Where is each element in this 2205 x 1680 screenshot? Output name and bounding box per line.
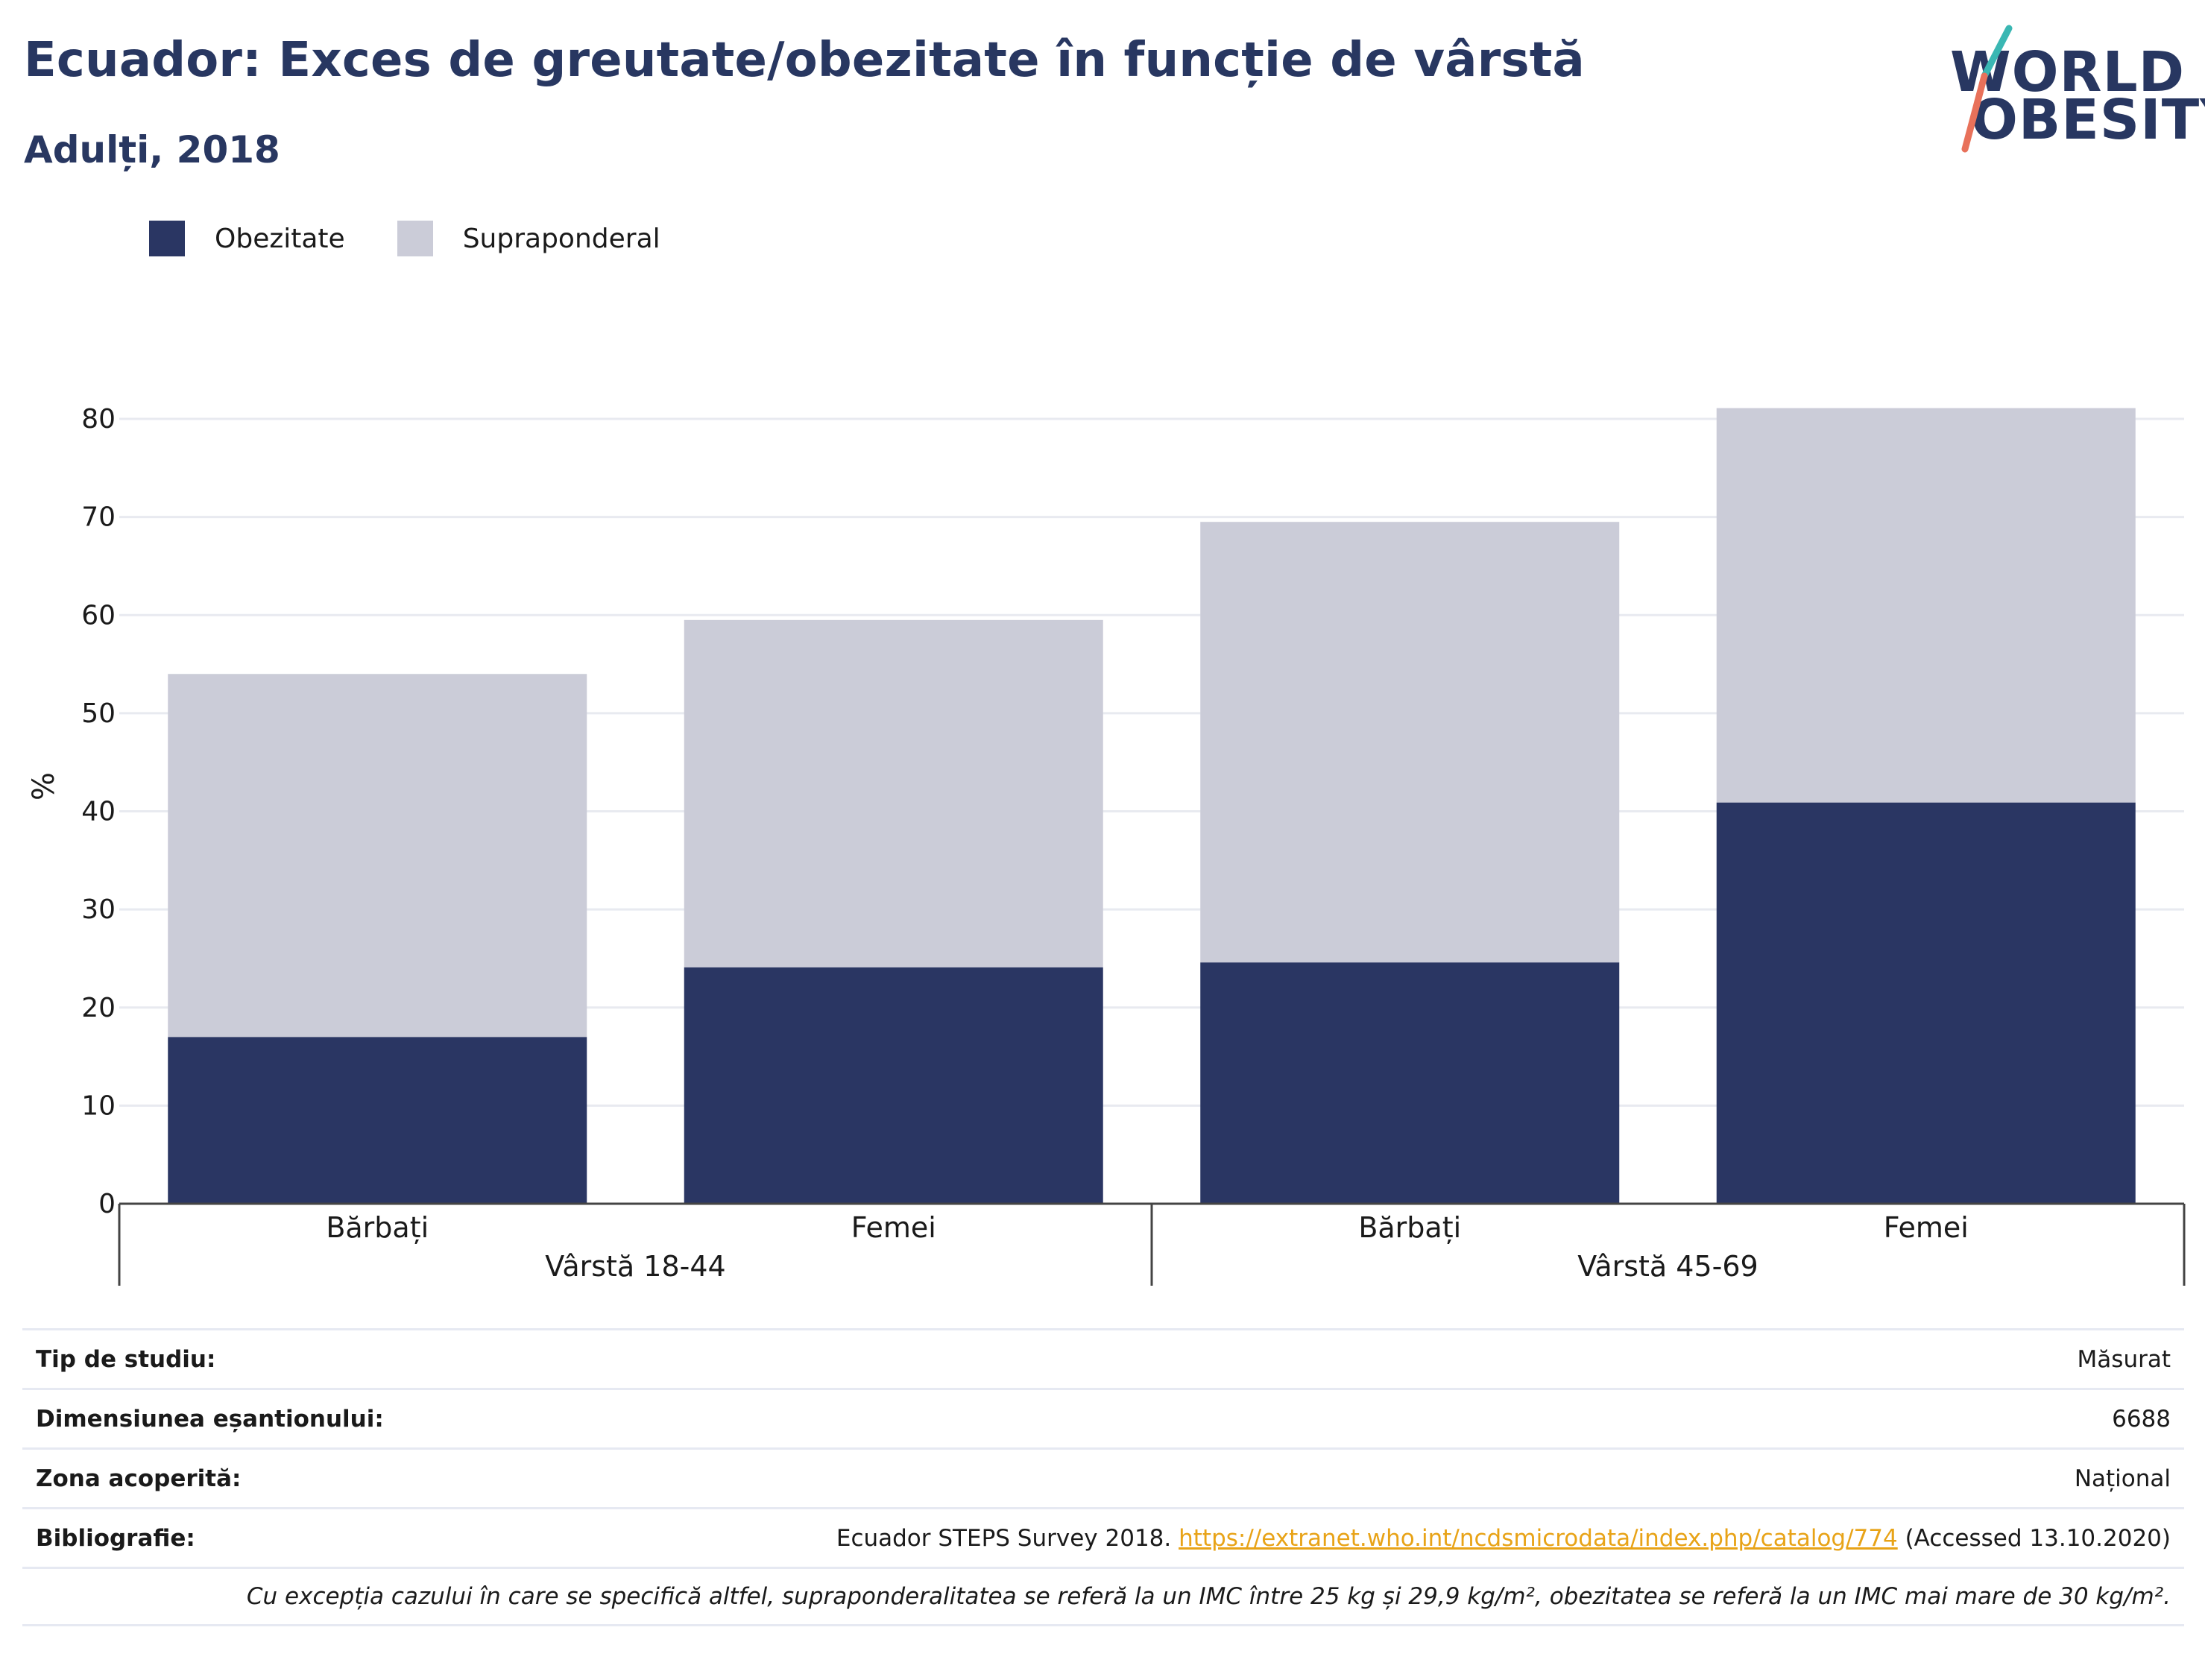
info-row-bibliography: Bibliografie: Ecuador STEPS Survey 2018.… bbox=[22, 1507, 2184, 1567]
chart-subtitle: Adulți, 2018 bbox=[24, 128, 280, 171]
bar-obesity bbox=[168, 1037, 587, 1204]
y-tick-label: 80 bbox=[81, 404, 116, 435]
info-value: 6688 bbox=[2112, 1405, 2171, 1433]
legend-swatch-overweight bbox=[397, 221, 433, 256]
x-category-label: Bărbați bbox=[1358, 1211, 1461, 1244]
y-tick-label: 0 bbox=[98, 1189, 116, 1219]
x-category-label: Femei bbox=[851, 1211, 936, 1244]
world-obesity-logo: WORLD OBESITY bbox=[1938, 22, 2205, 157]
y-tick-label: 10 bbox=[81, 1090, 116, 1121]
logo-line-2: OBESITY bbox=[1971, 88, 2205, 152]
stacked-bar-chart: 0 10 20 30 40 50 60 70 80% Bărbați Femei Bărbați Fem… bbox=[27, 404, 2186, 1286]
legend-item-overweight[interactable]: Supraponderal bbox=[397, 221, 660, 256]
bar-obesity bbox=[1716, 802, 2136, 1204]
bar-obesity bbox=[1200, 962, 1620, 1204]
x-category-label: Bărbați bbox=[326, 1211, 429, 1244]
x-group-label: Vârstă 45-69 bbox=[1577, 1250, 1758, 1283]
bibliography-link[interactable]: https://extranet.who.int/ncdsmicrodata/i… bbox=[1179, 1524, 1898, 1552]
bar-overweight bbox=[684, 619, 1103, 967]
study-info-table: Tip de studiu: Măsurat Dimensiunea eșant… bbox=[22, 1328, 2184, 1626]
info-key: Tip de studiu: bbox=[36, 1345, 216, 1373]
x-group-label: Vârstă 18-44 bbox=[545, 1250, 725, 1283]
bibliography-suffix: (Accessed 13.10.2020) bbox=[1905, 1524, 2171, 1552]
info-row-study-type: Tip de studiu: Măsurat bbox=[22, 1328, 2184, 1388]
definition-note: Cu excepția cazului în care se specifică… bbox=[246, 1583, 2171, 1610]
y-tick-label: 30 bbox=[81, 894, 116, 925]
y-tick-label: 20 bbox=[81, 993, 116, 1023]
info-key: Dimensiunea eșantionului: bbox=[36, 1405, 384, 1433]
logo-slash-icon bbox=[1961, 25, 2013, 153]
info-row-area: Zona acoperită: Național bbox=[22, 1447, 2184, 1507]
info-key: Bibliografie: bbox=[36, 1524, 195, 1552]
y-tick-label: 50 bbox=[81, 698, 116, 729]
legend-label-obesity: Obezitate bbox=[215, 223, 345, 254]
info-row-note: Cu excepția cazului în care se specifică… bbox=[22, 1567, 2184, 1626]
bar-overweight bbox=[168, 674, 587, 1038]
bibliography-prefix: Ecuador STEPS Survey 2018. bbox=[836, 1524, 1172, 1552]
bar-obesity bbox=[684, 967, 1103, 1204]
legend-item-obesity[interactable]: Obezitate bbox=[149, 221, 345, 256]
info-key: Zona acoperită: bbox=[36, 1465, 242, 1492]
y-axis-label: % bbox=[27, 772, 61, 800]
legend-swatch-obesity bbox=[149, 221, 185, 256]
info-value: Național bbox=[2074, 1465, 2171, 1492]
y-tick-label: 40 bbox=[81, 797, 116, 827]
x-category-label: Femei bbox=[1884, 1211, 1969, 1244]
chart-title: Ecuador: Exces de greutate/obezitate în … bbox=[24, 33, 1585, 88]
bibliography-value: Ecuador STEPS Survey 2018. https://extra… bbox=[836, 1525, 2171, 1552]
chart-legend: Obezitate Supraponderal bbox=[149, 221, 713, 256]
bar-overweight bbox=[1200, 522, 1620, 963]
info-value: Măsurat bbox=[2077, 1345, 2171, 1373]
y-tick-label: 70 bbox=[81, 502, 116, 533]
info-row-sample-size: Dimensiunea eșantionului: 6688 bbox=[22, 1388, 2184, 1447]
bar-overweight bbox=[1716, 408, 2136, 803]
y-tick-label: 60 bbox=[81, 600, 116, 631]
legend-label-overweight: Supraponderal bbox=[462, 223, 660, 254]
